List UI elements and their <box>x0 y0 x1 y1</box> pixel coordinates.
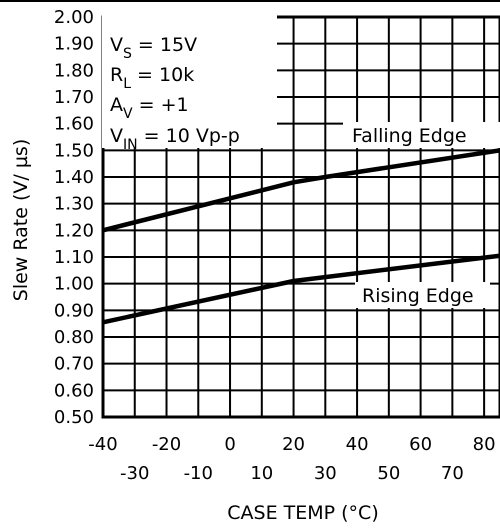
plot-frame <box>0 0 500 419</box>
condition-av: AV = +1 <box>110 94 189 122</box>
falling-edge-label: Falling Edge <box>352 125 467 147</box>
x-tick-label: 40 <box>346 434 369 455</box>
tick-labels: 0.50 0.60 0.70 0.80 0.90 1.00 1.10 1.20 1.30 1.40… <box>54 7 496 484</box>
x-tick-label: -30 <box>120 463 149 484</box>
x-tick-label: -10 <box>184 463 213 484</box>
series-layer <box>102 148 500 325</box>
y-tick-label: 1.10 <box>54 247 94 268</box>
y-tick-label: 1.50 <box>54 140 94 161</box>
y-tick-label: 2.00 <box>54 7 94 28</box>
y-tick-label: 1.90 <box>54 34 94 55</box>
x-tick-label: 0 <box>224 434 235 455</box>
x-tick-label: -40 <box>88 434 117 455</box>
y-tick-label: 0.90 <box>54 300 94 321</box>
x-tick-label: 30 <box>314 463 337 484</box>
falling-edge-label-bg <box>343 122 500 148</box>
y-tick-label: 1.40 <box>54 167 94 188</box>
y-tick-label: 0.80 <box>54 327 94 348</box>
y-tick-label: 1.30 <box>54 194 94 215</box>
x-tick-label: 20 <box>282 434 305 455</box>
falling-edge-curve <box>102 148 500 233</box>
x-tick-label: 10 <box>250 463 273 484</box>
y-axis-title: Slew Rate (V/ µs) <box>10 139 32 301</box>
y-tick-label: 1.60 <box>54 114 94 135</box>
x-tick-label: 80 <box>473 434 496 455</box>
y-tick-label: 1.70 <box>54 87 94 108</box>
conditions-box-bg <box>102 12 277 148</box>
conditions-block: VS = 15V RL = 10k AV = +1 VIN = 10 Vp-p <box>102 12 277 153</box>
y-tick-label: 0.70 <box>54 354 94 375</box>
y-tick-label: 1.00 <box>54 274 94 295</box>
condition-vs: VS = 15V <box>110 34 197 62</box>
y-tick-label: 0.50 <box>54 407 94 428</box>
rising-edge-label-bg <box>355 282 490 308</box>
plot-border <box>101 15 500 419</box>
y-tick-label: 0.60 <box>54 380 94 401</box>
x-tick-label: -20 <box>152 434 181 455</box>
x-tick-label: 70 <box>441 463 464 484</box>
y-tick-label: 1.80 <box>54 60 94 81</box>
x-tick-label: 50 <box>377 463 400 484</box>
x-axis-title: CASE TEMP (°C) <box>227 502 378 524</box>
rising-edge-label: Rising Edge <box>362 285 474 307</box>
x-tick-label: 60 <box>409 434 432 455</box>
y-tick-label: 1.20 <box>54 220 94 241</box>
rising-edge-curve <box>102 253 500 325</box>
condition-rl: RL = 10k <box>110 64 194 92</box>
condition-vin: VIN = 10 Vp-p <box>110 125 240 153</box>
